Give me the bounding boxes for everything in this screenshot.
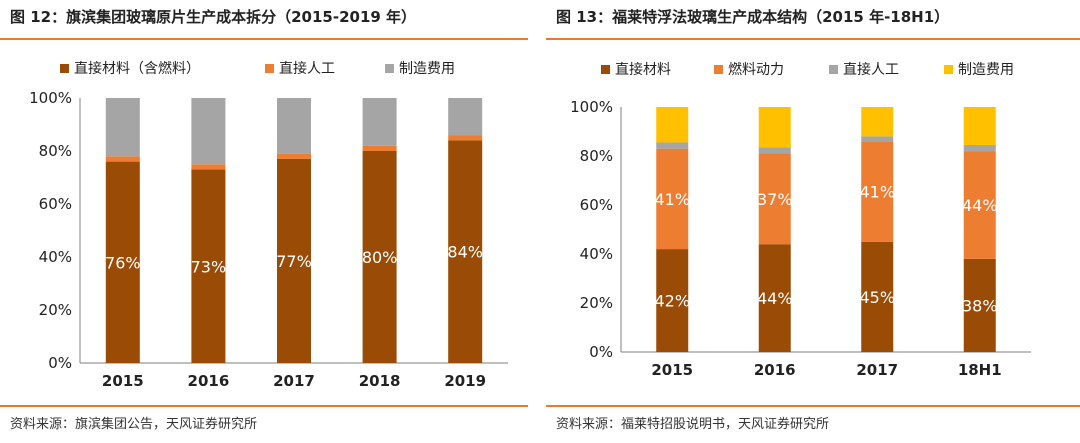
bar-segment	[758, 147, 791, 154]
data-label: 80%	[362, 248, 398, 267]
y-tick-label: 0%	[589, 343, 613, 361]
figure-title: 图 12：旗滨集团玻璃原片生产成本拆分（2015-2019 年）	[10, 8, 417, 26]
y-tick-label: 80%	[39, 142, 72, 160]
y-tick-label: 40%	[580, 245, 613, 263]
bar-segment	[277, 98, 311, 154]
bar-segment	[105, 98, 140, 157]
x-tick-label: 2015	[102, 372, 144, 390]
bar-segment	[861, 241, 894, 352]
bar-segment	[362, 151, 397, 363]
legend-label: 直接人工	[843, 61, 899, 78]
y-tick-label: 20%	[580, 294, 613, 312]
bar-segment	[758, 107, 791, 148]
bar-segment	[362, 145, 397, 151]
y-tick-label: 40%	[39, 248, 72, 266]
y-tick-label: 0%	[48, 354, 72, 372]
bar-segment	[448, 140, 483, 363]
y-tick-label: 100%	[570, 98, 613, 116]
bar-segment	[656, 142, 689, 149]
x-tick-label: 2018	[359, 372, 401, 390]
bar-segment	[191, 164, 226, 170]
legend-label: 制造费用	[958, 62, 1014, 78]
source-note: 资料来源：旗滨集团公告，天风证券研究所	[10, 417, 258, 432]
x-tick-label: 2015	[651, 361, 693, 379]
legend-label: 直接材料（含燃料）	[74, 60, 200, 77]
x-tick-label: 2017	[856, 361, 898, 379]
data-label: 73%	[191, 257, 227, 276]
chart-panel-right: 图 13：福莱特浮法玻璃生产成本结构（2015 年-18H1） 直接材料 燃料动力…	[546, 0, 1080, 443]
bar-segment	[861, 107, 894, 137]
bar-segment	[656, 249, 689, 352]
bar-segment	[362, 98, 397, 146]
bar-segment	[861, 136, 894, 142]
y-tick-label: 100%	[29, 89, 72, 107]
data-label: 44%	[757, 289, 793, 308]
bar-segment	[758, 244, 791, 352]
legend-swatch	[829, 65, 838, 74]
source-note: 资料来源：福莱特招股说明书，天风证券研究所	[556, 417, 830, 432]
y-tick-label: 60%	[580, 196, 613, 214]
y-tick-label: 80%	[580, 147, 613, 165]
title-rule	[546, 38, 1080, 40]
bar-segment	[656, 148, 689, 250]
y-tick-label: 20%	[39, 301, 72, 319]
source-rule	[546, 405, 1080, 407]
legend-swatch	[714, 65, 723, 74]
x-tick-label: 18H1	[958, 361, 1002, 379]
legend-swatch	[944, 65, 953, 74]
legend-swatch	[60, 64, 69, 73]
bar-segment	[277, 158, 311, 363]
data-label: 41%	[654, 190, 690, 209]
data-label: 76%	[105, 253, 141, 272]
bar-segment	[963, 107, 996, 145]
legend-label: 直接人工	[279, 60, 335, 77]
x-tick-label: 2017	[273, 372, 315, 390]
bar-segment	[105, 156, 140, 162]
bar-segment	[191, 98, 226, 165]
legend-label: 制造费用	[399, 61, 455, 77]
data-label: 38%	[962, 296, 998, 315]
legend-swatch	[601, 65, 610, 74]
data-label: 42%	[654, 292, 690, 311]
bar-segment	[963, 258, 996, 352]
bar-segment	[963, 151, 996, 259]
bar-segment	[105, 161, 140, 363]
y-tick-label: 60%	[39, 195, 72, 213]
title-rule	[0, 38, 528, 40]
data-label: 37%	[757, 190, 793, 209]
legend-swatch	[385, 64, 394, 73]
bar-segment	[448, 135, 483, 141]
bar-segment	[861, 141, 894, 242]
chart-panel-left: 图 12：旗滨集团玻璃原片生产成本拆分（2015-2019 年） 直接材料（含燃…	[0, 0, 528, 443]
bar-segment	[656, 107, 689, 143]
legend-swatch	[265, 64, 274, 73]
bar-segment	[277, 153, 311, 159]
source-rule	[0, 405, 528, 407]
data-label: 84%	[447, 243, 483, 262]
data-label: 45%	[859, 288, 895, 307]
legend-label: 燃料动力	[728, 61, 784, 78]
bar-segment	[448, 98, 483, 136]
bar-chart-left: 直接材料（含燃料） 直接人工 制造费用 0% 20% 40% 60% 80% 100% 76% 20…	[29, 60, 508, 390]
x-tick-label: 2016	[754, 361, 796, 379]
bar-chart-right: 直接材料 燃料动力 直接人工 制造费用 0% 20% 40% 60% 80% 100% 42% 41%…	[570, 61, 1031, 379]
bar-segment	[191, 169, 226, 363]
legend-label: 直接材料	[615, 61, 671, 78]
x-tick-label: 2016	[188, 372, 230, 390]
data-label: 41%	[859, 183, 895, 202]
bar-segment	[963, 144, 996, 152]
figure-title: 图 13：福莱特浮法玻璃生产成本结构（2015 年-18H1）	[556, 8, 950, 26]
bar-segment	[758, 153, 791, 245]
data-label: 44%	[962, 196, 998, 215]
data-label: 77%	[276, 252, 312, 271]
x-tick-label: 2019	[444, 372, 486, 390]
